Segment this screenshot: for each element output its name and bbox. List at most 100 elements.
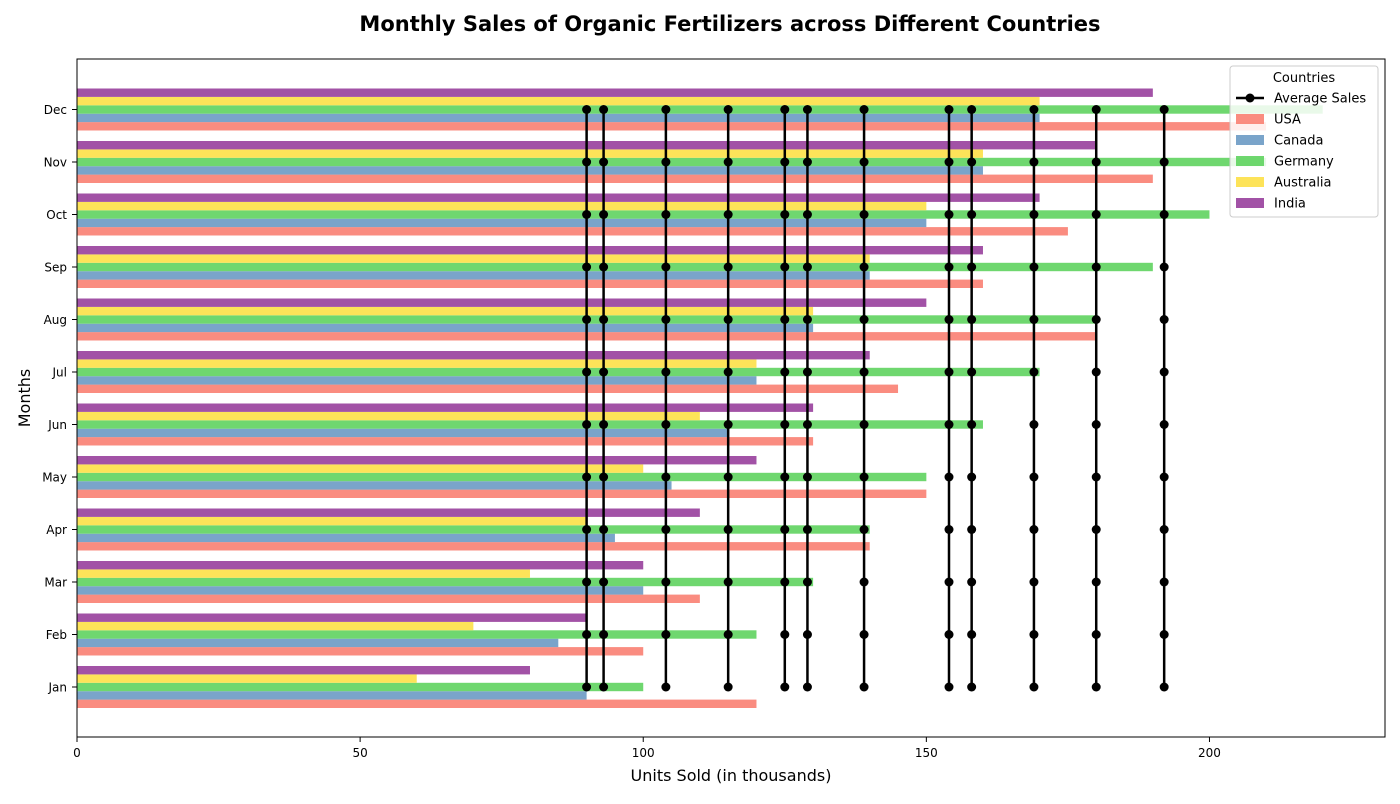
average-sales-marker xyxy=(599,210,609,219)
average-sales-marker xyxy=(780,420,790,429)
bar-germany-apr xyxy=(77,525,870,534)
average-sales-marker xyxy=(661,157,671,167)
average-sales-marker xyxy=(723,472,733,482)
average-sales-marker xyxy=(859,577,869,587)
average-sales-marker xyxy=(723,577,733,587)
y-tick-label-apr: Apr xyxy=(46,523,67,537)
average-sales-marker xyxy=(723,157,733,167)
average-sales-marker xyxy=(859,210,869,219)
bar-australia-jan xyxy=(77,674,417,683)
bar-canada-apr xyxy=(77,533,615,543)
average-sales-marker xyxy=(582,630,592,639)
average-sales-marker xyxy=(661,630,671,639)
average-sales-marker xyxy=(1029,420,1039,429)
x-tick-label: 200 xyxy=(1198,746,1221,760)
average-sales-marker xyxy=(661,315,671,324)
average-sales-marker xyxy=(1091,105,1101,114)
average-sales-marker xyxy=(967,472,977,482)
y-tick-label-nov: Nov xyxy=(44,156,67,170)
legend-label-usa: USA xyxy=(1274,113,1301,128)
legend-label-germany: Germany xyxy=(1274,155,1334,170)
average-sales-marker xyxy=(1029,105,1039,114)
average-sales-marker xyxy=(944,210,954,219)
average-sales-marker xyxy=(661,525,671,534)
legend: Countries Average Sales USA Canada Germany Au… xyxy=(1229,65,1379,218)
average-sales-marker xyxy=(1091,210,1101,219)
average-sales-marker xyxy=(802,262,812,272)
average-sales-marker xyxy=(661,105,671,114)
bar-germany-nov xyxy=(77,157,1267,167)
average-sales-marker xyxy=(802,420,812,429)
average-sales-marker xyxy=(1159,105,1169,114)
average-sales-marker xyxy=(944,420,954,429)
bar-canada-feb xyxy=(77,638,559,648)
average-sales-marker xyxy=(661,577,671,587)
bar-usa-nov xyxy=(77,174,1153,183)
average-sales-marker xyxy=(599,315,609,324)
average-sales-marker xyxy=(780,210,790,219)
bar-australia-aug xyxy=(77,306,814,316)
bar-germany-jan xyxy=(77,682,644,692)
bar-india-may xyxy=(77,456,757,465)
bar-australia-feb xyxy=(77,621,474,631)
average-sales-marker xyxy=(859,157,869,167)
average-sales-marker xyxy=(944,682,954,692)
average-sales-marker xyxy=(780,472,790,482)
bar-germany-dec xyxy=(77,105,1323,114)
legend-label-australia: Australia xyxy=(1274,176,1332,191)
average-sales-marker xyxy=(1029,525,1039,534)
average-sales-marker xyxy=(723,630,733,639)
y-tick-label-dec: Dec xyxy=(44,103,67,117)
average-sales-marker xyxy=(780,105,790,114)
average-sales-marker xyxy=(582,682,592,692)
bar-india-mar xyxy=(77,561,644,570)
average-sales-marker xyxy=(802,525,812,534)
legend-average-marker-swatch xyxy=(1245,93,1255,103)
average-sales-marker xyxy=(1091,577,1101,587)
average-sales-marker xyxy=(582,105,592,114)
average-sales-marker xyxy=(1091,472,1101,482)
bar-germany-jun xyxy=(77,420,983,429)
y-tick-label-feb: Feb xyxy=(46,628,67,642)
average-sales-marker xyxy=(780,682,790,692)
bar-india-aug xyxy=(77,298,927,307)
average-sales-marker xyxy=(780,367,790,377)
average-sales-marker xyxy=(1159,525,1169,534)
average-sales-marker xyxy=(582,367,592,377)
average-sales-marker xyxy=(599,630,609,639)
average-sales-marker xyxy=(1091,525,1101,534)
bar-usa-mar xyxy=(77,594,700,603)
x-tick-label: 0 xyxy=(73,746,81,760)
average-sales-marker xyxy=(859,525,869,534)
average-sales-marker xyxy=(944,367,954,377)
average-sales-marker xyxy=(780,262,790,272)
average-sales-marker xyxy=(967,525,977,534)
bar-canada-nov xyxy=(77,166,983,175)
average-sales-marker xyxy=(944,577,954,587)
average-sales-marker xyxy=(582,157,592,167)
average-sales-marker xyxy=(944,525,954,534)
average-sales-marker xyxy=(967,157,977,167)
average-sales-marker xyxy=(661,472,671,482)
average-sales-marker xyxy=(967,682,977,692)
bar-germany-jul xyxy=(77,367,1040,377)
bar-usa-dec xyxy=(77,122,1267,131)
average-sales-marker xyxy=(859,420,869,429)
average-sales-marker xyxy=(1091,630,1101,639)
legend-swatch-usa xyxy=(1236,114,1264,124)
average-sales-marker xyxy=(1091,315,1101,324)
bar-australia-mar xyxy=(77,569,530,578)
average-sales-marker xyxy=(599,525,609,534)
average-sales-marker xyxy=(859,367,869,377)
bar-canada-aug xyxy=(77,323,814,333)
average-sales-marker xyxy=(723,315,733,324)
average-sales-marker xyxy=(967,630,977,639)
average-sales-marker xyxy=(582,525,592,534)
average-sales-marker xyxy=(967,367,977,377)
average-sales-marker xyxy=(944,472,954,482)
average-sales-marker xyxy=(1091,420,1101,429)
bar-germany-feb xyxy=(77,630,757,639)
y-tick-label-mar: Mar xyxy=(44,576,67,590)
average-sales-marker xyxy=(802,157,812,167)
